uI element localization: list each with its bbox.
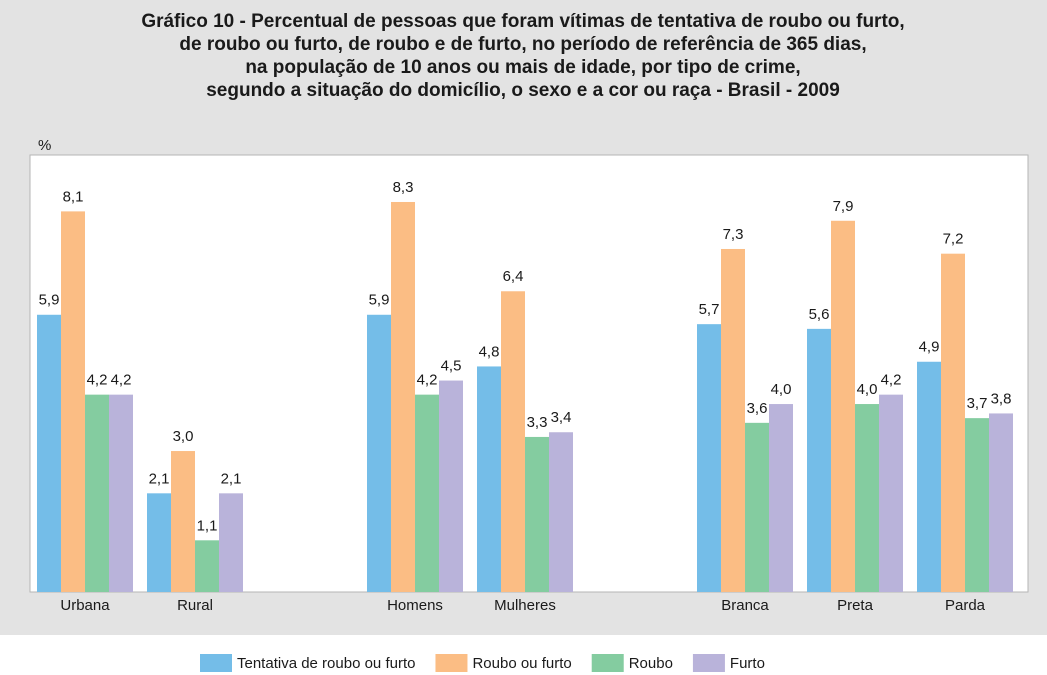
value-label: 4,0 (857, 381, 878, 398)
value-label: 2,1 (149, 470, 170, 487)
bar (745, 422, 769, 592)
legend-swatch (200, 654, 232, 672)
legend-swatch (435, 654, 468, 672)
value-label: 5,6 (809, 306, 830, 323)
value-label: 4,2 (87, 372, 108, 389)
legend-swatch (591, 654, 624, 672)
chart-title: segundo a situação do domicílio, o sexo … (206, 80, 840, 101)
value-label: 4,2 (111, 372, 132, 389)
legend-label: Furto (730, 655, 765, 672)
bar (501, 291, 525, 592)
bar (171, 451, 195, 592)
value-label: 7,9 (833, 198, 854, 215)
bar (195, 540, 219, 592)
value-label: 3,4 (551, 409, 572, 426)
value-label: 7,3 (723, 226, 744, 243)
chart-title: na população de 10 anos ou mais de idade… (245, 57, 800, 78)
chart-title: de roubo ou furto, de roubo e de furto, … (179, 34, 866, 55)
value-label: 5,9 (39, 292, 60, 309)
bar (85, 394, 109, 592)
value-label: 5,9 (369, 292, 390, 309)
value-label: 4,9 (919, 339, 940, 356)
x-tick-label: Preta (837, 597, 874, 614)
chart-title: Gráfico 10 - Percentual de pessoas que f… (141, 11, 904, 32)
value-label: 3,7 (967, 395, 988, 412)
bar (219, 493, 243, 592)
value-label: 4,8 (479, 343, 500, 360)
x-tick-label: Homens (387, 597, 443, 614)
bar (525, 436, 549, 592)
bar (965, 418, 989, 592)
bar (549, 432, 573, 592)
bar (831, 220, 855, 592)
value-label: 3,8 (991, 390, 1012, 407)
bar (769, 404, 793, 592)
bar (855, 404, 879, 592)
bar (415, 394, 439, 592)
bar (109, 394, 133, 592)
value-label: 4,2 (417, 372, 438, 389)
legend-swatch (692, 654, 725, 672)
value-label: 7,2 (943, 231, 964, 248)
x-tick-label: Rural (177, 597, 213, 614)
bar (807, 328, 831, 592)
bar (917, 361, 941, 592)
value-label: 3,0 (173, 428, 194, 445)
value-label: 2,1 (221, 470, 242, 487)
x-tick-label: Mulheres (494, 597, 556, 614)
x-tick-label: Parda (945, 597, 986, 614)
value-label: 8,1 (63, 188, 84, 205)
legend-label: Roubo (629, 655, 673, 672)
value-label: 6,4 (503, 268, 524, 285)
value-label: 8,3 (393, 179, 414, 196)
value-label: 4,5 (441, 358, 462, 375)
bar (61, 211, 85, 593)
bar (989, 413, 1013, 592)
bar (477, 366, 501, 592)
value-label: 3,3 (527, 414, 548, 431)
bar (879, 394, 903, 592)
x-tick-label: Branca (721, 597, 769, 614)
bar (439, 380, 463, 592)
x-tick-label: Urbana (60, 597, 110, 614)
value-label: 4,2 (881, 372, 902, 389)
bar (697, 324, 721, 592)
value-label: 3,6 (747, 400, 768, 417)
value-label: 5,7 (699, 301, 720, 318)
bar (941, 253, 965, 592)
y-axis-label: % (38, 137, 51, 154)
legend-label: Roubo ou furto (472, 655, 571, 672)
legend-label: Tentativa de roubo ou furto (237, 655, 415, 672)
value-label: 1,1 (197, 517, 218, 534)
bar (37, 314, 61, 592)
bar (147, 493, 171, 592)
bar (721, 248, 745, 592)
bar (391, 201, 415, 592)
bar (367, 314, 391, 592)
value-label: 4,0 (771, 381, 792, 398)
